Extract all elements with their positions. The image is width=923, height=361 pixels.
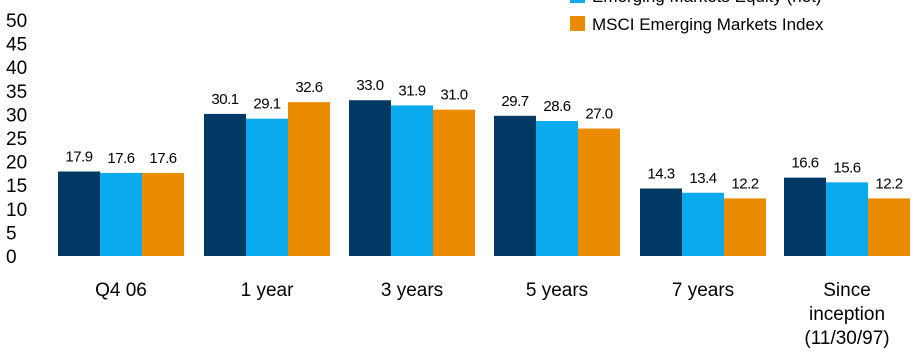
data-label: 17.6 [149, 150, 176, 167]
x-tick-label: 5 years [526, 280, 588, 301]
bar-series-2-cat-4 [536, 121, 578, 257]
data-label: 17.6 [107, 150, 134, 167]
y-tick-label: 50 [6, 11, 27, 32]
legend-swatch [570, 16, 585, 31]
legend-swatch [570, 0, 585, 3]
data-label: 12.2 [875, 175, 902, 192]
data-label: 29.7 [501, 93, 528, 110]
bar-series-1-cat-1 [58, 171, 100, 256]
y-tick-label: 15 [6, 176, 27, 197]
bar-series-2-cat-2 [246, 118, 288, 256]
bars-group: 17.9 30.1 33.0 29.7 14.3 16.6 17.6 29.1 31.9 28.6… [58, 77, 910, 257]
bar-series-2-cat-1 [100, 172, 142, 256]
x-axis: Q4 06 1 year 3 years 5 years 7 years Since inc… [95, 280, 889, 349]
bar-series-1-cat-4 [494, 115, 536, 256]
data-label: 14.3 [647, 166, 674, 183]
bar-series-1-cat-3 [349, 100, 391, 257]
y-tick-label: 5 [6, 223, 17, 244]
bar-series-3-cat-4 [578, 128, 620, 256]
data-label: 17.9 [65, 149, 92, 166]
x-tick-label: inception [809, 304, 885, 325]
y-tick-label: 40 [6, 58, 27, 79]
x-tick-label: Q4 06 [95, 280, 147, 301]
data-label: 16.6 [791, 155, 818, 172]
bar-series-3-cat-1 [142, 172, 184, 256]
data-label: 29.1 [253, 96, 280, 113]
data-label: 31.9 [398, 82, 425, 99]
x-tick-label: 3 years [381, 280, 443, 301]
y-tick-label: 20 [6, 153, 27, 174]
data-label: 31.0 [440, 87, 467, 104]
x-tick-label: (11/30/97) [804, 328, 889, 349]
bar-series-1-cat-2 [204, 113, 246, 256]
bar-series-3-cat-5 [724, 198, 766, 256]
y-tick-label: 30 [6, 105, 27, 126]
bar-series-3-cat-3 [433, 109, 475, 257]
bar-series-2-cat-5 [682, 192, 724, 256]
data-label: 33.0 [356, 77, 383, 94]
data-label: 32.6 [295, 79, 322, 96]
bar-series-2-cat-3 [391, 105, 433, 256]
legend: Emerging Markets Equity (net) MSCI Emergi… [570, 0, 824, 34]
data-label: 13.4 [689, 170, 716, 187]
legend-label: MSCI Emerging Markets Index [592, 15, 824, 34]
y-tick-label: 10 [6, 200, 27, 221]
bar-series-1-cat-5 [640, 188, 682, 256]
bar-series-3-cat-2 [288, 102, 330, 257]
y-tick-label: 25 [6, 129, 27, 150]
x-tick-label: 1 year [241, 280, 294, 301]
data-label: 28.6 [543, 98, 570, 115]
y-tick-label: 45 [6, 35, 27, 56]
legend-label: Emerging Markets Equity (net) [592, 0, 822, 6]
data-label: 15.6 [833, 159, 860, 176]
bar-series-2-cat-6 [826, 182, 868, 256]
data-label: 12.2 [731, 175, 758, 192]
data-label: 30.1 [211, 91, 238, 108]
bar-series-1-cat-6 [784, 177, 826, 256]
bar-series-3-cat-6 [868, 198, 910, 256]
y-tick-label: 35 [6, 82, 27, 103]
data-label: 27.0 [585, 106, 612, 123]
x-tick-label: 7 years [672, 280, 734, 301]
y-tick-label: 0 [6, 247, 17, 268]
x-tick-label: Since [823, 280, 871, 301]
